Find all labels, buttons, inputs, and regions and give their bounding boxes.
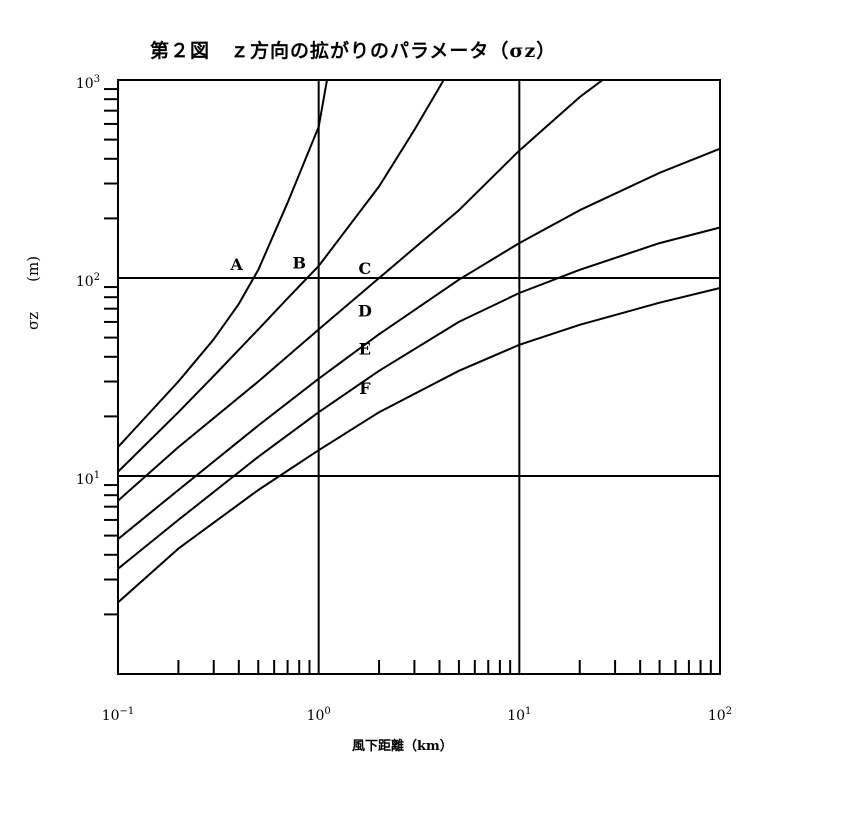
- series-label-e: E: [359, 340, 371, 359]
- x-tick-label: 102: [708, 706, 732, 724]
- x-tick-label: 100: [307, 706, 331, 724]
- series-curve-e: [117, 226, 721, 570]
- grid-lines: [118, 80, 720, 674]
- series-curves: A B C D E F: [117, 79, 721, 604]
- series-curve-a: [117, 79, 328, 448]
- tick-labels: 10−1 100 101 102 101 102 103: [76, 74, 732, 724]
- series-label-c: C: [359, 259, 372, 278]
- y-tick-label: 101: [76, 470, 100, 488]
- series-curve-c: [117, 79, 604, 502]
- chart-title: 第２図 ｚ方向の拡がりのパラメータ（σz）: [150, 40, 557, 62]
- series-label-b: B: [292, 253, 306, 272]
- x-tick-label: 101: [507, 706, 531, 724]
- y-axis-label: σz (m): [24, 255, 42, 330]
- series-curve-b: [117, 79, 445, 473]
- series-curve-d: [117, 147, 721, 540]
- series-label-f: F: [359, 379, 371, 398]
- x-axis-label: 風下距離（km）: [352, 739, 453, 754]
- series-label-d: D: [358, 301, 372, 320]
- y-tick-label: 103: [76, 74, 100, 92]
- series-curve-f: [117, 287, 721, 604]
- x-tick-label: 10−1: [102, 706, 135, 724]
- minor-ticks: [104, 88, 712, 674]
- series-label-a: A: [229, 255, 243, 274]
- y-tick-label: 102: [76, 272, 100, 290]
- plot-frame: [117, 79, 721, 675]
